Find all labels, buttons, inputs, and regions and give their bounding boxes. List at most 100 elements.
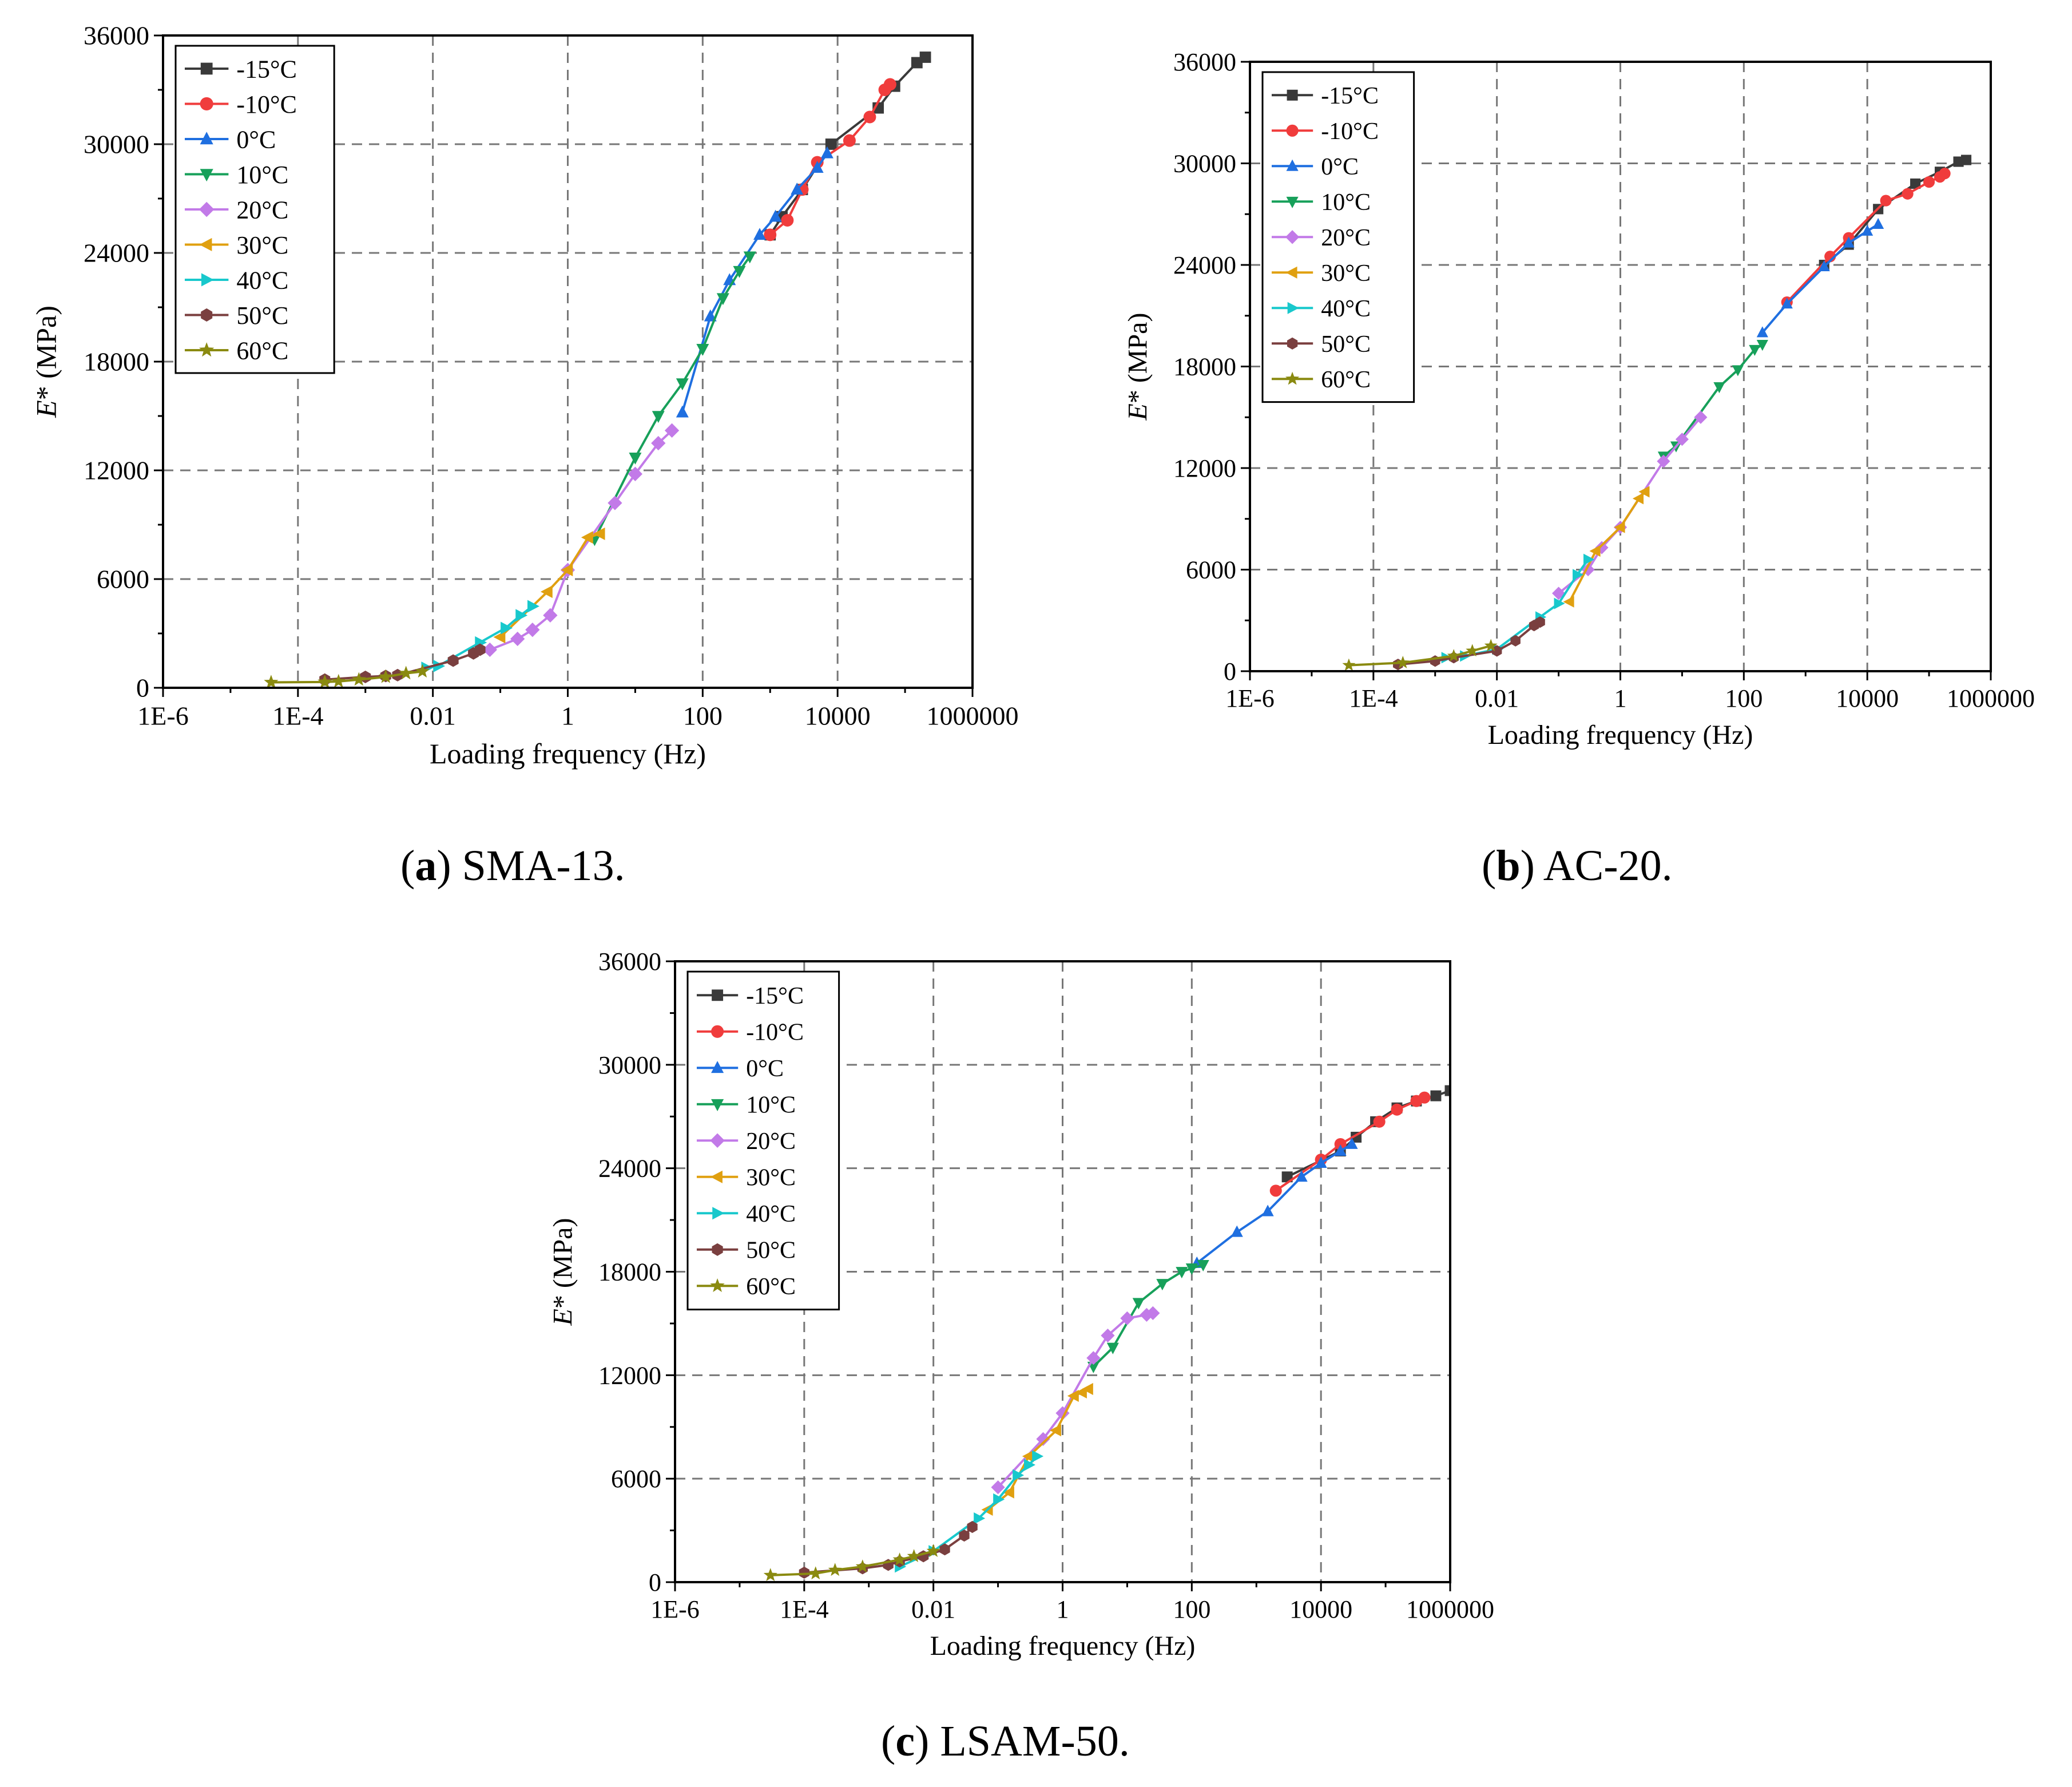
data-point-10°C xyxy=(1176,1267,1188,1279)
data-point-60°C xyxy=(855,1559,870,1573)
data-point-40°C xyxy=(1013,1469,1025,1481)
legend-label-50°C: 50°C xyxy=(1321,331,1371,358)
data-point-60°C xyxy=(907,1549,921,1563)
data-point-50°C xyxy=(1535,616,1545,628)
x-tick-label: 1E-4 xyxy=(1349,684,1398,712)
legend-marker--10°C xyxy=(711,1025,724,1038)
y-tick-label: 30000 xyxy=(598,1051,661,1079)
data-point-10°C xyxy=(1197,1260,1209,1272)
legend-label-20°C: 20°C xyxy=(746,1128,796,1155)
y-tick-label: 6000 xyxy=(1186,556,1236,584)
data-point-50°C xyxy=(959,1530,970,1542)
data-point-0°C xyxy=(753,228,766,240)
legend-label--15°C: -15°C xyxy=(746,983,804,1009)
x-tick-label: 0.01 xyxy=(911,1595,955,1623)
data-point-60°C xyxy=(808,1566,823,1580)
data-point-60°C xyxy=(1447,649,1460,662)
data-point-20°C xyxy=(991,1480,1005,1495)
data-point--10°C xyxy=(883,78,896,91)
legend-label-10°C: 10°C xyxy=(746,1092,796,1118)
data-point-60°C xyxy=(1466,644,1479,657)
data-point-30°C xyxy=(1067,1389,1079,1402)
y-tick-label: 0 xyxy=(136,673,149,703)
data-point-40°C xyxy=(974,1512,986,1525)
legend-label-50°C: 50°C xyxy=(746,1237,796,1263)
data-point-40°C xyxy=(515,609,528,622)
legend-marker-30°C xyxy=(1285,266,1297,279)
data-point-0°C xyxy=(1295,1170,1308,1182)
data-point--10°C xyxy=(1269,1184,1282,1197)
data-point--10°C xyxy=(1373,1115,1386,1128)
data-point-20°C xyxy=(510,631,525,647)
x-axis-label: Loading frequency (Hz) xyxy=(430,738,706,770)
data-point-10°C xyxy=(676,378,689,391)
data-point-0°C xyxy=(1231,1225,1243,1237)
data-point-40°C xyxy=(1024,1459,1036,1471)
legend-label-40°C: 40°C xyxy=(1321,296,1371,322)
legend-label-20°C: 20°C xyxy=(1321,225,1371,251)
data-point-50°C xyxy=(474,643,486,656)
x-tick-label: 1 xyxy=(561,701,574,730)
data-point-20°C xyxy=(1055,1406,1070,1420)
y-tick-label: 0 xyxy=(1224,657,1236,686)
x-axis-label: Loading frequency (Hz) xyxy=(930,1631,1196,1661)
plot-frame xyxy=(162,34,974,689)
legend-marker-50°C xyxy=(712,1243,723,1256)
x-tick-label: 0.01 xyxy=(1475,684,1519,712)
data-point-30°C xyxy=(1002,1486,1014,1499)
legend-marker-40°C xyxy=(1287,302,1299,314)
x-tick-label: 10000 xyxy=(1289,1595,1352,1623)
caption-a: (a) SMA-13. xyxy=(400,842,625,890)
legend-marker-50°C xyxy=(1287,337,1298,350)
x-tick-label: 1 xyxy=(1057,1595,1069,1623)
data-point-60°C xyxy=(317,674,332,688)
y-tick-label: 18000 xyxy=(84,347,149,377)
y-axis-label: E* (MPa) xyxy=(30,306,62,418)
legend-marker-30°C xyxy=(199,237,212,252)
series-line-20°C xyxy=(997,1311,1153,1488)
y-tick-label: 36000 xyxy=(84,21,149,50)
data-point-50°C xyxy=(1510,635,1521,647)
data-point-60°C xyxy=(763,1568,777,1582)
caption-c: (c) LSAM-50. xyxy=(881,1717,1130,1765)
chart-b: 1E-6 1E-4 0.01 1 100 10000 1000000 0 6000 12000 18… xyxy=(1123,48,2035,750)
data-point-0°C xyxy=(1872,217,1884,229)
legend-marker-10°C xyxy=(1286,196,1299,208)
data-point-0°C xyxy=(1861,224,1873,236)
data-point-40°C xyxy=(1554,597,1565,609)
legend-label--15°C: -15°C xyxy=(236,55,297,83)
legend-marker-60°C xyxy=(1285,371,1300,385)
x-tick-label: 10000 xyxy=(1836,684,1899,712)
data-point-60°C xyxy=(415,664,430,678)
legend-label-60°C: 60°C xyxy=(236,336,288,364)
legend-label-40°C: 40°C xyxy=(236,266,288,294)
data-point-30°C xyxy=(1022,1450,1034,1463)
data-point-20°C xyxy=(1552,587,1566,600)
legend-label-10°C: 10°C xyxy=(1321,189,1371,216)
y-tick-label: 6000 xyxy=(97,565,149,594)
legend-label-40°C: 40°C xyxy=(746,1201,796,1227)
data-point-10°C xyxy=(629,453,642,465)
x-tick-label: 10000 xyxy=(805,701,871,730)
data-point-10°C xyxy=(1185,1263,1198,1275)
data-point--10°C xyxy=(843,134,856,147)
x-tick-label: 1E-6 xyxy=(1225,684,1275,712)
y-tick-label: 18000 xyxy=(598,1258,661,1286)
legend-marker-40°C xyxy=(712,1207,725,1220)
data-point-0°C xyxy=(791,183,804,195)
data-point-40°C xyxy=(1032,1450,1044,1463)
series-line--10°C xyxy=(769,84,891,236)
plot-frame xyxy=(1249,61,1992,672)
data-point-20°C xyxy=(482,642,497,657)
legend-marker--10°C xyxy=(1286,124,1299,137)
data-point-10°C xyxy=(733,266,746,278)
data-point-50°C xyxy=(967,1521,978,1534)
legend-marker-20°C xyxy=(710,1133,725,1148)
data-point-20°C xyxy=(664,423,680,438)
legend-marker-0°C xyxy=(200,132,213,145)
caption-b: (b) AC-20. xyxy=(1482,842,1673,890)
data-point-20°C xyxy=(1036,1432,1050,1446)
legend-label--10°C: -10°C xyxy=(746,1019,804,1045)
data-point-0°C xyxy=(1818,260,1830,272)
